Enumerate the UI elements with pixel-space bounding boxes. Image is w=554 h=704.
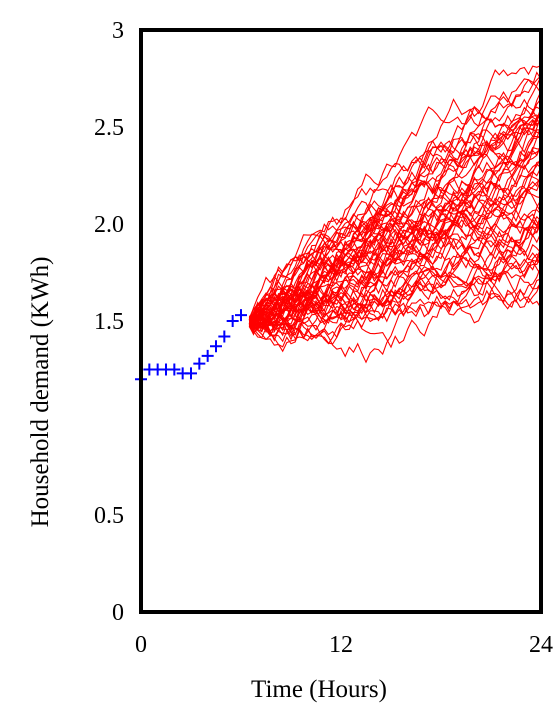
forecast-trajectory (248, 255, 542, 349)
forecast-ensemble (248, 65, 542, 364)
y-tick-label: 1.5 (94, 309, 124, 335)
forecast-trajectory (249, 179, 542, 331)
history-point (218, 330, 231, 343)
tick-labels: 0 0.5 1.5 2.0 2.5 3 0 12 24 (94, 18, 553, 658)
plot-frame (139, 28, 543, 614)
y-tick-label: 0.5 (94, 503, 124, 529)
forecast-trajectory (248, 173, 542, 338)
y-tick-label: 2.0 (94, 212, 124, 238)
forecast-trajectory (249, 119, 542, 341)
x-tick-label: 12 (329, 632, 353, 658)
x-tick-label: 0 (135, 632, 147, 658)
forecast-trajectory (248, 283, 542, 343)
x-axis-label: Time (Hours) (251, 676, 387, 703)
forecast-trajectory (248, 245, 542, 364)
y-axis-label: Household demand (KWh) (27, 257, 54, 528)
forecast-trajectory (249, 255, 542, 327)
forecast-trajectory (249, 220, 542, 320)
forecast-trajectory (248, 98, 542, 319)
history-point (168, 363, 181, 376)
forecast-trajectory (248, 146, 542, 325)
forecast-trajectory (248, 148, 542, 332)
forecast-trajectory (248, 178, 542, 320)
forecast-trajectory (248, 166, 542, 327)
forecast-trajectory (249, 210, 542, 334)
forecast-trajectory (248, 106, 542, 327)
forecast-trajectory (249, 258, 542, 353)
x-tick-label: 24 (529, 632, 553, 658)
forecast-trajectory (248, 118, 542, 335)
y-tick-label: 2.5 (94, 115, 124, 141)
history-point (210, 340, 222, 353)
history-series (135, 309, 247, 386)
history-point (185, 367, 197, 380)
y-tick-label: 3 (112, 18, 124, 44)
forecast-trajectory (248, 112, 542, 327)
forecast-trajectory (248, 222, 542, 325)
y-tick-label: 0 (112, 600, 124, 626)
history-point (201, 349, 214, 362)
forecast-trajectory (248, 129, 542, 332)
history-point (235, 309, 247, 322)
history-point (193, 357, 206, 370)
forecast-trajectory (248, 71, 542, 333)
history-point (226, 315, 239, 327)
forecast-trajectory (248, 223, 542, 334)
